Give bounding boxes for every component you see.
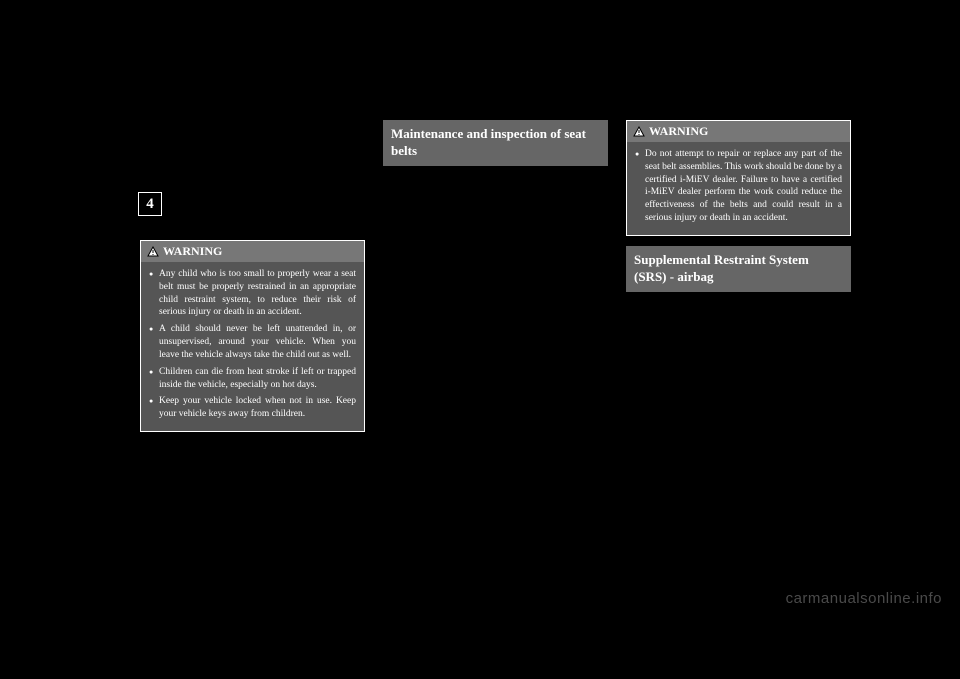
warning-item: Do not attempt to repair or replace any … xyxy=(635,148,842,225)
col1-spacer xyxy=(140,120,365,230)
warning-label: WARNING xyxy=(649,124,708,139)
warning-label: WARNING xyxy=(163,244,222,259)
watermark-text: carmanualsonline.info xyxy=(786,590,942,607)
column-layout: WARNING Any child who is too small to pr… xyxy=(140,120,880,432)
warning-triangle-icon xyxy=(147,246,159,258)
warning-title: WARNING xyxy=(627,121,850,142)
column-1: WARNING Any child who is too small to pr… xyxy=(140,120,365,432)
column-2: Maintenance and inspection of seat belts xyxy=(383,120,608,432)
warning-title: WARNING xyxy=(141,241,364,262)
warning-item: Keep your vehicle locked when not in use… xyxy=(149,395,356,421)
warning-body: Any child who is too small to properly w… xyxy=(141,262,364,431)
warning-item: Any child who is too small to properly w… xyxy=(149,268,356,319)
column-3: WARNING Do not attempt to repair or repl… xyxy=(626,120,851,432)
warning-item: Children can die from heat stroke if lef… xyxy=(149,366,356,392)
warning-triangle-icon xyxy=(633,126,645,138)
warning-box-repair: WARNING Do not attempt to repair or repl… xyxy=(626,120,851,236)
section-header-srs: Supplemental Restraint System (SRS) - ai… xyxy=(626,246,851,292)
section-header-maintenance: Maintenance and inspection of seat belts xyxy=(383,120,608,166)
warning-box-children: WARNING Any child who is too small to pr… xyxy=(140,240,365,432)
warning-body: Do not attempt to repair or replace any … xyxy=(627,142,850,235)
warning-item: A child should never be left unattended … xyxy=(149,323,356,361)
manual-page: WARNING Any child who is too small to pr… xyxy=(140,120,880,432)
